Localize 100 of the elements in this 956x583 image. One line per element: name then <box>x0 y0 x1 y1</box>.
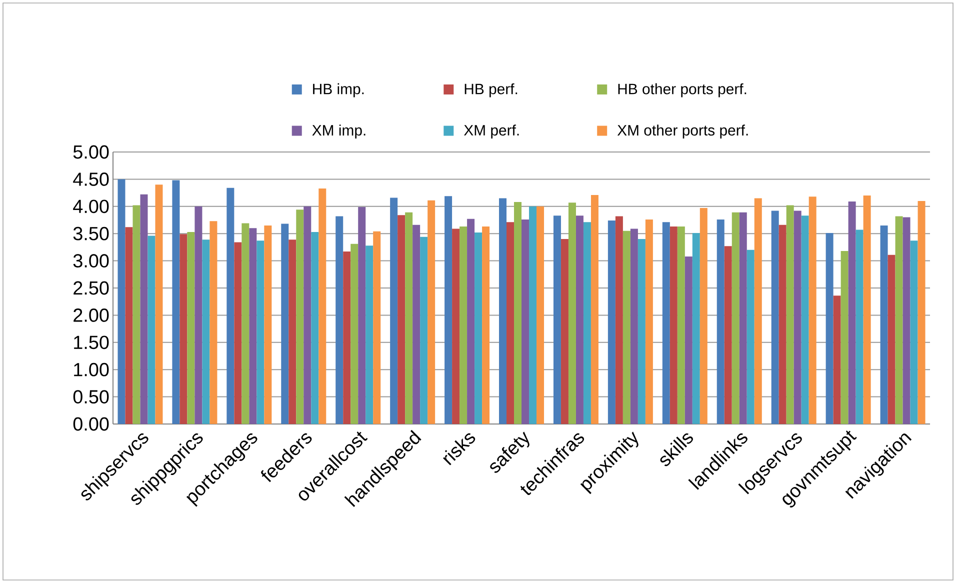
bar <box>288 240 296 424</box>
bar <box>210 221 218 424</box>
bar <box>358 206 366 424</box>
bar <box>888 254 896 424</box>
y-tick-label: 3.50 <box>73 226 109 240</box>
y-tick-label: 4.50 <box>73 172 109 186</box>
bar <box>529 206 537 424</box>
y-tick-label: 0.00 <box>73 417 109 431</box>
bar <box>318 188 326 424</box>
bar <box>700 208 708 424</box>
bar <box>398 215 406 424</box>
bar <box>677 226 685 424</box>
bar <box>902 217 910 424</box>
bar <box>826 233 834 424</box>
bar <box>187 232 195 424</box>
bar <box>583 222 591 424</box>
bar <box>833 296 841 424</box>
bar <box>194 206 202 424</box>
bar <box>428 200 436 424</box>
bar <box>132 205 140 424</box>
y-tick-label: 4.00 <box>73 200 109 214</box>
bar <box>412 224 420 424</box>
bar <box>148 236 156 424</box>
y-tick-label: 2.00 <box>74 308 109 322</box>
bar <box>560 239 568 424</box>
bar <box>856 230 864 424</box>
bar <box>499 198 507 424</box>
bar <box>226 188 234 424</box>
bar <box>880 225 888 424</box>
bar <box>692 233 700 424</box>
bar <box>754 198 762 424</box>
bar <box>590 194 598 424</box>
bar <box>536 206 544 424</box>
bar <box>568 202 576 424</box>
bar <box>373 231 381 424</box>
legend-label: HB other ports perf. <box>618 83 746 98</box>
bar <box>630 228 638 424</box>
bar <box>125 227 133 424</box>
bar <box>716 219 724 424</box>
bar <box>840 251 848 424</box>
y-tick-label: 1.00 <box>74 362 109 376</box>
bar <box>848 202 856 424</box>
bar <box>311 232 319 424</box>
y-tick-label: 0.50 <box>73 390 109 404</box>
bar <box>514 202 522 424</box>
legend-label: XM perf. <box>464 124 519 139</box>
bar <box>172 180 180 424</box>
bar <box>264 225 272 424</box>
bar <box>608 220 616 424</box>
y-tick-label: 5.00 <box>73 145 109 159</box>
bar <box>638 239 646 424</box>
bar <box>140 194 148 424</box>
bar <box>778 224 786 424</box>
bar <box>786 205 794 424</box>
bar <box>256 240 264 424</box>
bar <box>863 196 871 424</box>
bar <box>460 226 468 424</box>
y-tick-label: 2.50 <box>74 281 109 295</box>
bar <box>684 256 692 424</box>
bar <box>467 218 475 424</box>
bar <box>662 222 670 424</box>
bar <box>420 236 428 424</box>
bar <box>336 216 344 424</box>
bar <box>155 184 163 424</box>
bar <box>771 210 779 424</box>
bar <box>281 224 289 424</box>
bar <box>794 210 802 424</box>
bar <box>343 252 351 424</box>
bar <box>350 244 358 424</box>
bar <box>444 196 452 424</box>
bar <box>522 219 530 424</box>
bar <box>576 216 584 424</box>
legend-label: HB imp. <box>313 83 364 98</box>
bar <box>724 246 732 424</box>
bar <box>808 196 816 424</box>
bar <box>452 228 460 424</box>
bar <box>405 212 413 424</box>
bar <box>474 232 482 424</box>
bar <box>390 198 398 424</box>
legend-label: XM other ports perf. <box>617 124 748 139</box>
bar <box>739 212 747 424</box>
bar <box>296 210 304 424</box>
bar <box>242 223 250 424</box>
bar <box>202 240 210 424</box>
bar <box>482 226 490 424</box>
bar <box>622 230 630 424</box>
bar <box>732 212 740 424</box>
bar <box>895 216 903 424</box>
bar <box>553 216 561 424</box>
legend-label: HB perf. <box>464 83 518 98</box>
bar <box>249 228 257 424</box>
bar <box>801 216 809 424</box>
bar <box>304 206 312 424</box>
bar <box>918 200 926 424</box>
y-tick-label: 3.00 <box>73 254 109 268</box>
bar <box>118 179 126 424</box>
bar <box>670 226 678 424</box>
bar <box>366 246 374 424</box>
legend-label: XM imp. <box>312 124 366 139</box>
bar <box>234 242 242 424</box>
